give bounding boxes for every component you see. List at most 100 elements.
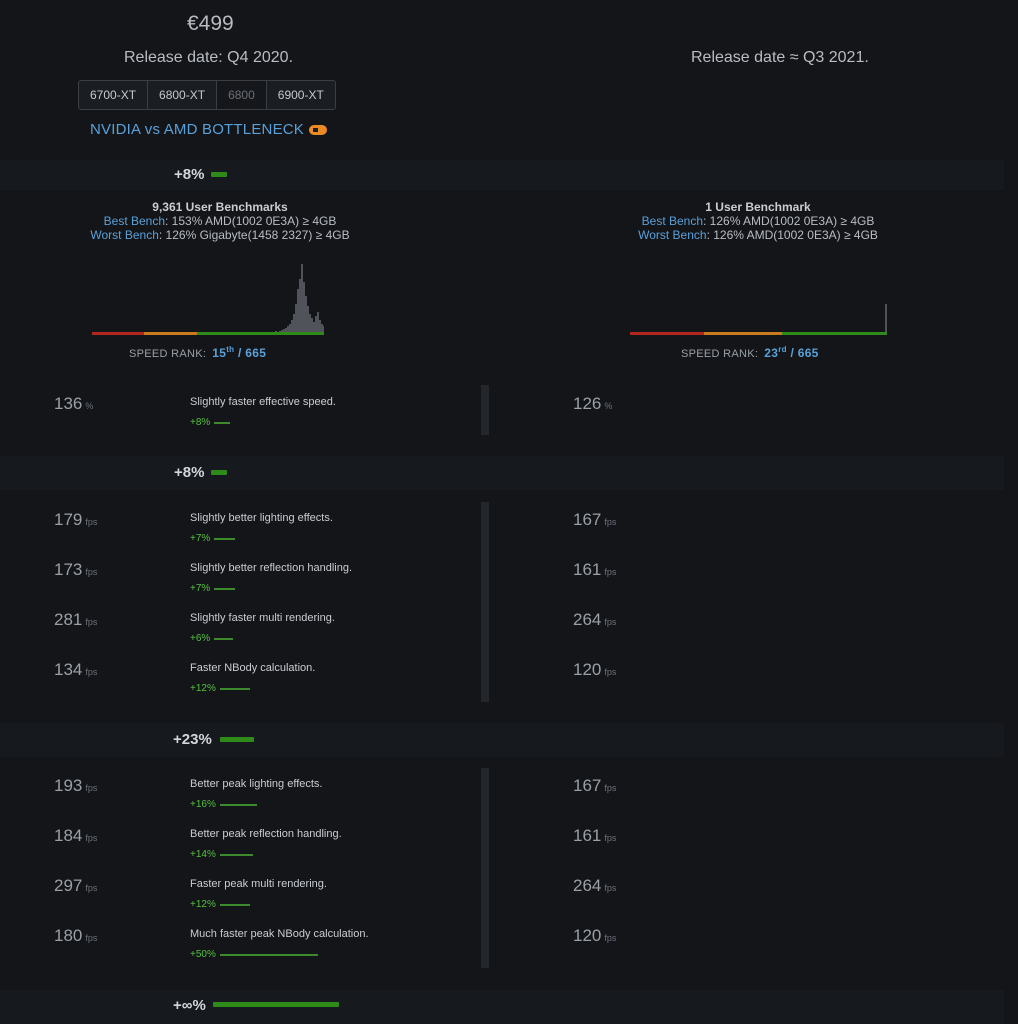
diff-label: +12% <box>190 899 216 910</box>
unit-label: fps <box>604 667 617 677</box>
rank-bar-red <box>92 332 144 335</box>
left-release-date: Release date: Q4 2020. <box>124 49 294 66</box>
unit-label: fps <box>604 517 617 527</box>
test-description: Slightly better reflection handling. <box>190 562 353 574</box>
left-fps-value: 180 fps <box>54 926 97 946</box>
right-value: 167 <box>573 510 602 529</box>
right-worst-bench-label[interactable]: Worst Bench <box>638 228 707 242</box>
right-benchmarks: 1 User Benchmark Best Bench: 126% AMD(10… <box>578 200 938 242</box>
test-diff: +16% <box>190 799 257 810</box>
bottleneck-link-label: NVIDIA vs AMD BOTTLENECK <box>90 121 305 138</box>
left-best-bench-label[interactable]: Best Bench <box>103 214 166 228</box>
peak-section-pct: +23% <box>173 731 212 748</box>
left-best-bench-value: : 153% AMD(1002 0E3A) ≥ 4GB <box>165 214 337 228</box>
right-rank-total: / 665 <box>786 346 819 360</box>
effective-diff-label: +8% <box>190 417 211 428</box>
right-fps-value: 120 fps <box>573 926 616 946</box>
left-worst-bench: Worst Bench: 126% Gigabyte(1458 2327) ≥ … <box>40 228 400 242</box>
effective-section-pct: +8% <box>174 166 205 183</box>
right-worst-bench-value: : 126% AMD(1002 0E3A) ≥ 4GB <box>706 228 878 242</box>
right-value: 161 <box>573 826 602 845</box>
left-value: 173 <box>54 560 83 579</box>
unit-label: fps <box>85 567 98 577</box>
last-section-pct: +∞% <box>173 997 206 1014</box>
diff-bar <box>214 537 236 540</box>
left-speed-rank-label: SPEED RANK: <box>129 348 207 360</box>
right-fps-value: 264 fps <box>573 876 616 896</box>
right-release-date: Release date ≈ Q3 2021. <box>691 49 869 66</box>
test-diff: +7% <box>190 583 236 594</box>
left-value: 281 <box>54 610 83 629</box>
effective-speed-diff: +8% <box>190 417 231 428</box>
left-fps-value: 173 fps <box>54 560 97 580</box>
left-worst-bench-value: : 126% Gigabyte(1458 2327) ≥ 4GB <box>158 228 350 242</box>
left-value: 134 <box>54 660 83 679</box>
gpu-tabs: 6700-XT 6800-XT 6800 6900-XT <box>78 80 336 110</box>
left-speed-rank: SPEED RANK: 15th / 665 <box>129 345 266 360</box>
test-diff: +7% <box>190 533 236 544</box>
unit-label: fps <box>604 933 617 943</box>
left-fps-value: 297 fps <box>54 876 97 896</box>
left-rank-number: 15 <box>212 346 227 360</box>
gamepad-icon <box>309 125 328 136</box>
diff-bar <box>219 853 253 856</box>
unit-label: % <box>604 401 613 411</box>
tab-6800-xt[interactable]: 6800-XT <box>148 81 218 109</box>
left-benchmark-count: 9,361 User Benchmarks <box>152 200 288 214</box>
unit-label: fps <box>85 517 98 527</box>
test-diff: +12% <box>190 899 250 910</box>
right-rank-number: 23 <box>764 346 779 360</box>
right-fps-value: 167 fps <box>573 776 616 796</box>
diff-bar <box>214 637 234 640</box>
right-rank-bar <box>630 332 887 335</box>
left-rank-total: / 665 <box>234 346 267 360</box>
diff-bar <box>219 803 257 806</box>
unit-label: fps <box>604 833 617 843</box>
rank-bar-orange <box>704 332 782 335</box>
effective-section-bar <box>211 172 227 177</box>
left-fps-value: 281 fps <box>54 610 97 630</box>
left-fps-value: 134 fps <box>54 660 97 680</box>
test-diff: +12% <box>190 683 250 694</box>
right-value: 120 <box>573 660 602 679</box>
diff-label: +14% <box>190 849 216 860</box>
effective-diff-bar <box>214 421 231 424</box>
left-fps-value: 184 fps <box>54 826 97 846</box>
rank-bar-red <box>630 332 704 335</box>
right-value: 161 <box>573 560 602 579</box>
right-fps-value: 161 fps <box>573 560 616 580</box>
left-rank-bar <box>92 332 324 335</box>
left-speed-rank-value: 15th / 665 <box>212 345 267 360</box>
test-diff: +50% <box>190 949 318 960</box>
column-divider <box>481 385 489 435</box>
diff-bar <box>219 953 318 956</box>
right-speed-rank-label: SPEED RANK: <box>681 348 759 360</box>
test-description: Better peak lighting effects. <box>190 778 323 790</box>
left-effective-value: 136 <box>54 394 83 413</box>
left-value: 179 <box>54 510 83 529</box>
left-value: 297 <box>54 876 83 895</box>
bottleneck-link[interactable]: NVIDIA vs AMD BOTTLENECK <box>90 121 328 138</box>
right-best-bench-label[interactable]: Best Bench <box>641 214 704 228</box>
unit-label: fps <box>85 833 98 843</box>
right-speed-rank-value: 23rd / 665 <box>764 345 819 360</box>
left-worst-bench-label[interactable]: Worst Bench <box>90 228 159 242</box>
diff-label: +6% <box>190 633 211 644</box>
avg-section-bar <box>211 470 227 475</box>
tab-6900-xt[interactable]: 6900-XT <box>277 88 324 102</box>
unit-label: fps <box>604 617 617 627</box>
right-best-bench-value: : 126% AMD(1002 0E3A) ≥ 4GB <box>703 214 875 228</box>
price: €499 <box>187 12 234 35</box>
avg-section-pct: +8% <box>174 464 205 481</box>
right-worst-bench: Worst Bench: 126% AMD(1002 0E3A) ≥ 4GB <box>578 228 938 242</box>
effective-speed-desc: Slightly faster effective speed. <box>190 396 336 408</box>
left-effective-speed: 136% <box>54 394 93 414</box>
right-rank-suffix: rd <box>778 345 787 354</box>
diff-label: +7% <box>190 533 211 544</box>
tab-6700-xt[interactable]: 6700-XT <box>79 81 149 109</box>
unit-label: fps <box>85 667 98 677</box>
unit-label: fps <box>604 567 617 577</box>
tab-6800[interactable]: 6800 <box>217 81 267 109</box>
right-value: 120 <box>573 926 602 945</box>
column-divider <box>481 502 489 702</box>
